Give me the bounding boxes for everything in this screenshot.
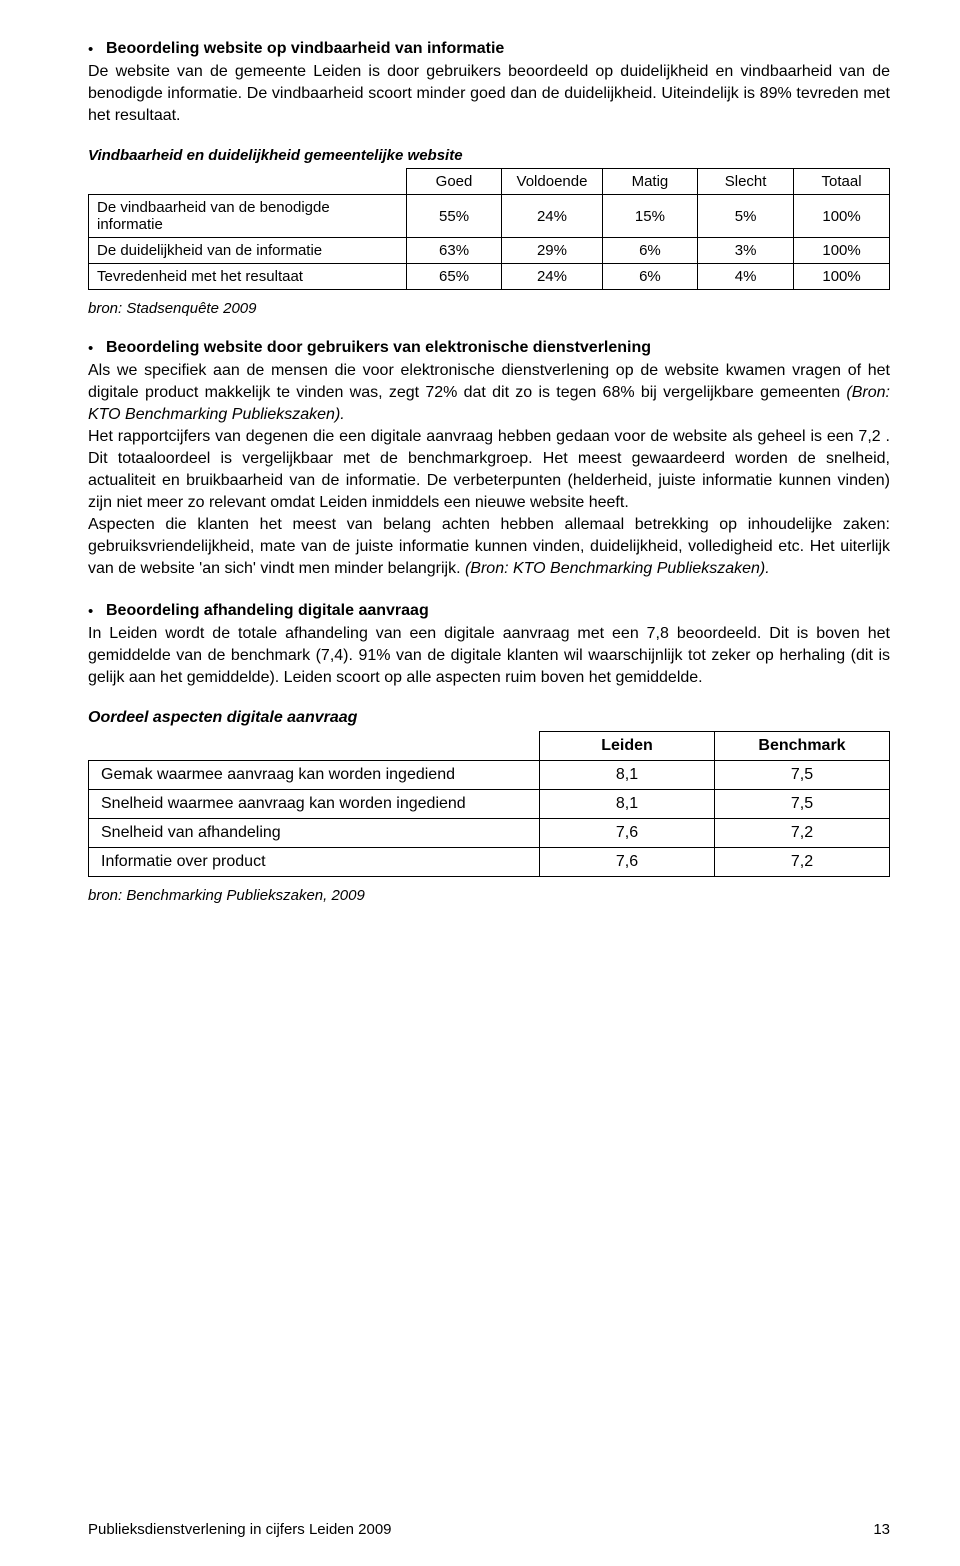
table1-header-blank <box>89 169 407 195</box>
table1: Goed Voldoende Matig Slecht Totaal De vi… <box>88 168 890 290</box>
table2-cell: 8,1 <box>540 761 715 790</box>
page-footer: Publieksdienstverlening in cijfers Leide… <box>88 1521 890 1538</box>
table1-cell: 100% <box>794 195 890 238</box>
table1-cell: 15% <box>602 195 697 238</box>
footer-left: Publieksdienstverlening in cijfers Leide… <box>88 1521 392 1538</box>
table2-header: Benchmark <box>715 732 890 761</box>
table1-cell: 6% <box>602 238 697 264</box>
table1-row: De vindbaarheid van de benodigde informa… <box>89 195 890 238</box>
table1-source: bron: Stadsenquête 2009 <box>88 300 890 317</box>
bullet-icon: • <box>88 337 106 360</box>
table2-row: Informatie over product 7,6 7,2 <box>89 848 890 877</box>
table2: Leiden Benchmark Gemak waarmee aanvraag … <box>88 731 890 877</box>
section2-heading-row: • Beoordeling website door gebruikers va… <box>88 337 890 360</box>
table2-row-label: Snelheid waarmee aanvraag kan worden ing… <box>89 790 540 819</box>
table2-cell: 7,6 <box>540 848 715 877</box>
table2-cell: 7,2 <box>715 819 890 848</box>
table1-cell: 55% <box>406 195 501 238</box>
table2-row: Snelheid van afhandeling 7,6 7,2 <box>89 819 890 848</box>
section2-heading: Beoordeling website door gebruikers van … <box>106 337 651 359</box>
table2-source: bron: Benchmarking Publiekszaken, 2009 <box>88 887 890 904</box>
table2-row: Snelheid waarmee aanvraag kan worden ing… <box>89 790 890 819</box>
section2-para3-source: (Bron: KTO Benchmarking Publiekszaken). <box>465 560 770 577</box>
table2-cell: 7,5 <box>715 761 890 790</box>
table1-header: Matig <box>602 169 697 195</box>
table1-row-label: De duidelijkheid van de informatie <box>89 238 407 264</box>
table1-cell: 29% <box>502 238 603 264</box>
table2-row-label: Gemak waarmee aanvraag kan worden ingedi… <box>89 761 540 790</box>
section2-para2: Het rapportcijfers van degenen die een d… <box>88 426 890 514</box>
table1-cell: 5% <box>698 195 794 238</box>
section1-heading-row: • Beoordeling website op vindbaarheid va… <box>88 38 890 61</box>
table2-header-blank <box>89 732 540 761</box>
table1-cell: 6% <box>602 264 697 290</box>
page: • Beoordeling website op vindbaarheid va… <box>0 0 960 1566</box>
table1-row: Tevredenheid met het resultaat 65% 24% 6… <box>89 264 890 290</box>
section1-heading: Beoordeling website op vindbaarheid van … <box>106 38 504 60</box>
table1-cell: 65% <box>406 264 501 290</box>
table2-header-row: Leiden Benchmark <box>89 732 890 761</box>
section1-para: De website van de gemeente Leiden is doo… <box>88 61 890 127</box>
bullet-icon: • <box>88 38 106 61</box>
section3-heading-row: • Beoordeling afhandeling digitale aanvr… <box>88 600 890 623</box>
table1-cell: 63% <box>406 238 501 264</box>
section3-heading: Beoordeling afhandeling digitale aanvraa… <box>106 600 429 622</box>
table1-header: Totaal <box>794 169 890 195</box>
table1-row-label: De vindbaarheid van de benodigde informa… <box>89 195 407 238</box>
table1-cell: 24% <box>502 195 603 238</box>
table2-row: Gemak waarmee aanvraag kan worden ingedi… <box>89 761 890 790</box>
footer-right: 13 <box>873 1521 890 1538</box>
section2-para1-text: Als we specifiek aan de mensen die voor … <box>88 362 890 401</box>
table1-cell: 4% <box>698 264 794 290</box>
table1-header: Slecht <box>698 169 794 195</box>
table1-row-label: Tevredenheid met het resultaat <box>89 264 407 290</box>
bullet-icon: • <box>88 600 106 623</box>
table1-cell: 24% <box>502 264 603 290</box>
table1-header: Voldoende <box>502 169 603 195</box>
section2-para1: Als we specifiek aan de mensen die voor … <box>88 360 890 426</box>
table1-cell: 3% <box>698 238 794 264</box>
table2-title: Oordeel aspecten digitale aanvraag <box>88 709 890 727</box>
table1-header-row: Goed Voldoende Matig Slecht Totaal <box>89 169 890 195</box>
table2-row-label: Informatie over product <box>89 848 540 877</box>
table2-cell: 7,5 <box>715 790 890 819</box>
table2-row-label: Snelheid van afhandeling <box>89 819 540 848</box>
table2-cell: 7,6 <box>540 819 715 848</box>
table2-cell: 7,2 <box>715 848 890 877</box>
table1-header: Goed <box>406 169 501 195</box>
table2-cell: 8,1 <box>540 790 715 819</box>
table1-cell: 100% <box>794 264 890 290</box>
section3-para: In Leiden wordt de totale afhandeling va… <box>88 623 890 689</box>
table1-cell: 100% <box>794 238 890 264</box>
table2-header: Leiden <box>540 732 715 761</box>
section2-para3: Aspecten die klanten het meest van belan… <box>88 514 890 580</box>
table1-title: Vindbaarheid en duidelijkheid gemeenteli… <box>88 147 890 164</box>
table1-row: De duidelijkheid van de informatie 63% 2… <box>89 238 890 264</box>
